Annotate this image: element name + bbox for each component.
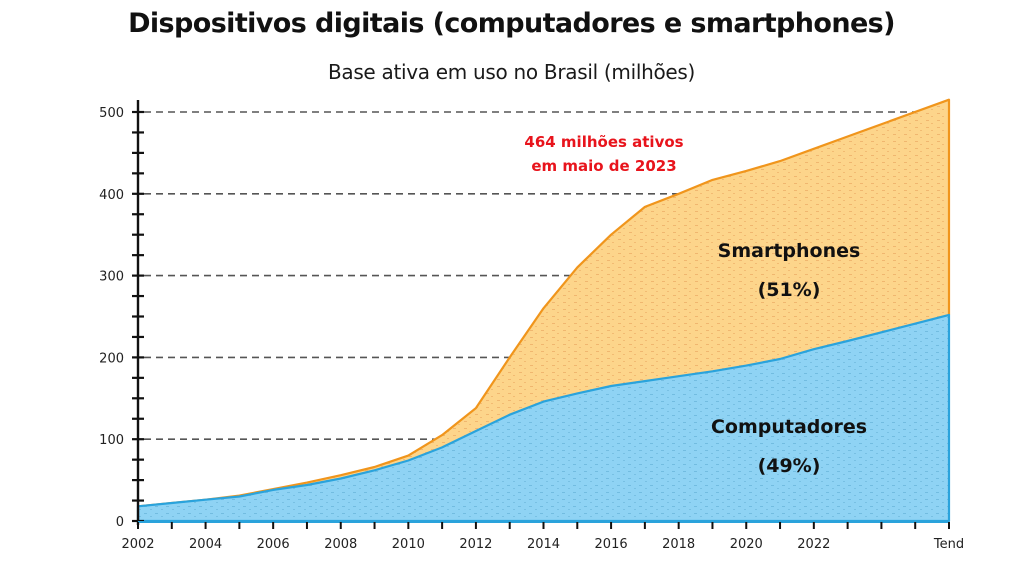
annotation-line-1: 464 milhões ativos xyxy=(524,133,683,151)
y-tick-label-200: 200 xyxy=(99,351,124,366)
y-tick-label-0: 0 xyxy=(116,515,124,530)
annotation-line-2: em maio de 2023 xyxy=(531,157,676,175)
x-tick-label-2014: 2014 xyxy=(527,537,560,552)
axes: 0 100 200 300 400 500 2002 2004 2006 2008 2010 2012… xyxy=(99,100,964,552)
y-tick-label-500: 500 xyxy=(99,106,124,121)
x-tick-label-2022: 2022 xyxy=(797,537,830,552)
x-tick-label-2016: 2016 xyxy=(595,537,628,552)
x-tick-label-2020: 2020 xyxy=(730,537,763,552)
x-tick-label-2018: 2018 xyxy=(662,537,695,552)
series-share-smartphones: (51%) xyxy=(758,279,821,301)
x-tick-label-2006: 2006 xyxy=(257,537,290,552)
area-smartphones xyxy=(138,99,949,507)
labels: 464 milhões ativos em maio de 2023 Smart… xyxy=(524,133,867,477)
area-computadores xyxy=(136,313,951,523)
chart-title: Dispositivos digitais (computadores e sm… xyxy=(128,8,895,39)
x-tick-label-Tend: Tend xyxy=(933,537,964,552)
x-tick-label-2010: 2010 xyxy=(392,537,425,552)
y-tick-label-400: 400 xyxy=(99,188,124,203)
series-share-computadores: (49%) xyxy=(758,455,821,477)
chart-subtitle: Base ativa em uso no Brasil (milhões) xyxy=(327,60,696,84)
plot-areas xyxy=(136,98,951,523)
series-label-computadores: Computadores xyxy=(711,416,867,438)
series-label-smartphones: Smartphones xyxy=(718,240,861,262)
y-tick-label-100: 100 xyxy=(99,433,124,448)
x-tick-label-2012: 2012 xyxy=(459,537,492,552)
x-tick-label-2002: 2002 xyxy=(121,537,154,552)
x-tick-label-2008: 2008 xyxy=(324,537,357,552)
x-tick-label-2004: 2004 xyxy=(189,537,222,552)
y-tick-label-300: 300 xyxy=(99,270,124,285)
